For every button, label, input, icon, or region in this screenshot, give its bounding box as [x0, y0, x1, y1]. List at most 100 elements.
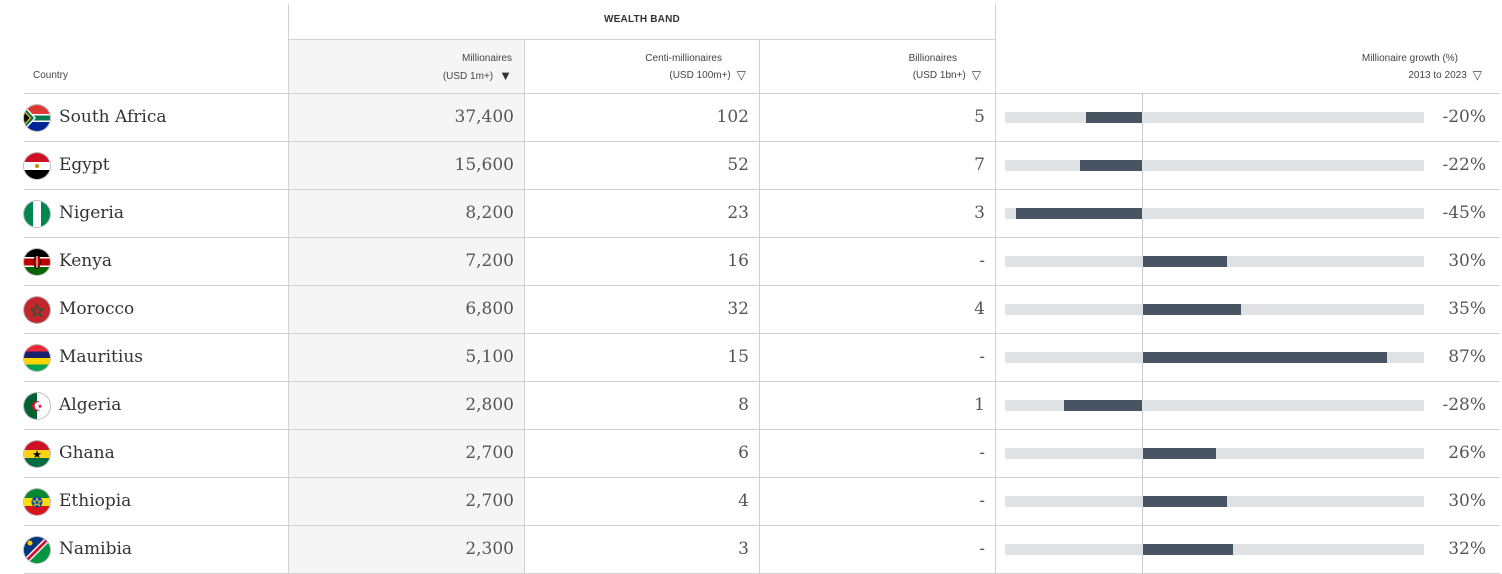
- ethiopia-flag-icon: [24, 489, 50, 515]
- row-divider: [24, 429, 1500, 430]
- country-name: Nigeria: [59, 203, 124, 223]
- billionaires-value: -: [979, 539, 985, 559]
- table-row[interactable]: Algeria 2,800 8 1 -28%: [24, 382, 1500, 430]
- growth-bar: [1016, 208, 1142, 219]
- kenya-flag-icon: [24, 249, 50, 275]
- morocco-flag-icon: [24, 297, 50, 323]
- row-divider: [24, 141, 1500, 142]
- header-label: Millionaires: [461, 53, 512, 64]
- table-row[interactable]: Namibia 2,300 3 - 32%: [24, 526, 1500, 574]
- growth-value: 30%: [1448, 251, 1486, 271]
- growth-bar: [1080, 160, 1142, 171]
- sort-icon[interactable]: ▽: [971, 68, 981, 82]
- header-sublabel: (USD 100m+): [669, 70, 731, 81]
- millionaires-value: 2,700: [465, 443, 514, 463]
- algeria-flag-icon: [24, 393, 50, 419]
- sort-descending-icon[interactable]: ▼: [499, 68, 512, 83]
- growth-value: 87%: [1448, 347, 1486, 367]
- millionaires-value: 8,200: [465, 203, 514, 223]
- row-divider: [24, 525, 1500, 526]
- centi-millionaires-value: 8: [738, 395, 749, 415]
- sorted-column-highlight: [289, 40, 524, 573]
- country-name: Kenya: [59, 251, 112, 271]
- growth-bar: [1143, 304, 1241, 315]
- country-name: Ghana: [59, 443, 115, 463]
- table-row[interactable]: Kenya 7,200 16 - 30%: [24, 238, 1500, 286]
- nigeria-flag-icon: [24, 201, 50, 227]
- growth-bar: [1063, 400, 1142, 411]
- billionaires-value: -: [979, 443, 985, 463]
- billionaires-value: 3: [974, 203, 985, 223]
- millionaires-value: 5,100: [465, 347, 514, 367]
- billionaires-value: 7: [974, 155, 985, 175]
- column-header-millionaires[interactable]: Millionaires (USD 1m+) ▼: [300, 50, 512, 85]
- growth-bar: [1143, 448, 1216, 459]
- table-row[interactable]: Mauritius 5,100 15 - 87%: [24, 334, 1500, 382]
- table-row[interactable]: Egypt 15,600 52 7 -22%: [24, 142, 1500, 190]
- growth-bar-track: [1005, 400, 1424, 411]
- growth-bar: [1143, 352, 1387, 363]
- table-row[interactable]: Ethiopia 2,700 4 - 30%: [24, 478, 1500, 526]
- column-header-millionaire-growth[interactable]: Millionaire growth (%) 2013 to 2023 ▽: [1250, 50, 1482, 84]
- ghana-flag-icon: [24, 441, 50, 467]
- row-divider: [24, 237, 1500, 238]
- column-divider: [759, 40, 760, 573]
- centi-millionaires-value: 32: [727, 299, 749, 319]
- growth-bar-track: [1005, 160, 1424, 171]
- country-name: Morocco: [59, 299, 135, 319]
- header-label: Billionaires: [908, 53, 957, 64]
- egypt-flag-icon: [24, 153, 50, 179]
- wealth-band-header: WEALTH BAND: [604, 14, 680, 25]
- country-name: Egypt: [59, 155, 110, 175]
- centi-millionaires-value: 3: [738, 539, 749, 559]
- centi-millionaires-value: 15: [727, 347, 749, 367]
- row-divider: [24, 333, 1500, 334]
- country-name: Mauritius: [59, 347, 143, 367]
- column-divider: [524, 40, 525, 573]
- country-name: South Africa: [59, 107, 167, 127]
- namibia-flag-icon: [24, 537, 50, 563]
- column-header-country[interactable]: Country: [33, 70, 69, 81]
- growth-bar: [1143, 256, 1227, 267]
- growth-bar-track: [1005, 112, 1424, 123]
- table-row[interactable]: Nigeria 8,200 23 3 -45%: [24, 190, 1500, 238]
- millionaires-value: 6,800: [465, 299, 514, 319]
- column-divider: [288, 4, 289, 573]
- billionaires-value: -: [979, 347, 985, 367]
- column-divider: [995, 4, 996, 573]
- south-africa-flag-icon: [24, 105, 50, 131]
- growth-value: 26%: [1448, 443, 1486, 463]
- column-header-billionaires[interactable]: Billionaires (USD 1bn+) ▽: [775, 50, 981, 84]
- growth-value: 30%: [1448, 491, 1486, 511]
- table-row[interactable]: South Africa 37,400 102 5 -20%: [24, 94, 1500, 142]
- millionaires-value: 15,600: [454, 155, 514, 175]
- centi-millionaires-value: 102: [716, 107, 749, 127]
- millionaires-value: 2,300: [465, 539, 514, 559]
- row-divider: [24, 285, 1500, 286]
- table-row[interactable]: Ghana 2,700 6 - 26%: [24, 430, 1500, 478]
- millionaires-value: 7,200: [465, 251, 514, 271]
- header-label: Centi-millionaires: [645, 53, 722, 64]
- growth-value: 32%: [1448, 539, 1486, 559]
- sort-icon[interactable]: ▽: [1472, 68, 1482, 82]
- centi-millionaires-value: 6: [738, 443, 749, 463]
- header-sublabel: (USD 1bn+): [912, 70, 966, 81]
- growth-value: -45%: [1442, 203, 1486, 223]
- centi-millionaires-value: 4: [738, 491, 749, 511]
- billionaires-value: -: [979, 491, 985, 511]
- millionaires-value: 37,400: [454, 107, 514, 127]
- centi-millionaires-value: 16: [727, 251, 749, 271]
- column-header-centi-millionaires[interactable]: Centi-millionaires (USD 100m+) ▽: [540, 50, 746, 84]
- billionaires-value: 1: [974, 395, 985, 415]
- millionaires-value: 2,700: [465, 491, 514, 511]
- sort-icon[interactable]: ▽: [736, 68, 746, 82]
- growth-value: -28%: [1442, 395, 1486, 415]
- wealth-band-divider: [289, 39, 995, 40]
- header-sublabel: 2013 to 2023: [1408, 70, 1467, 81]
- row-divider: [24, 189, 1500, 190]
- header-sublabel: (USD 1m+): [442, 71, 494, 82]
- centi-millionaires-value: 23: [727, 203, 749, 223]
- table-row[interactable]: Morocco 6,800 32 4 35%: [24, 286, 1500, 334]
- row-divider: [24, 477, 1500, 478]
- growth-bar: [1086, 112, 1142, 123]
